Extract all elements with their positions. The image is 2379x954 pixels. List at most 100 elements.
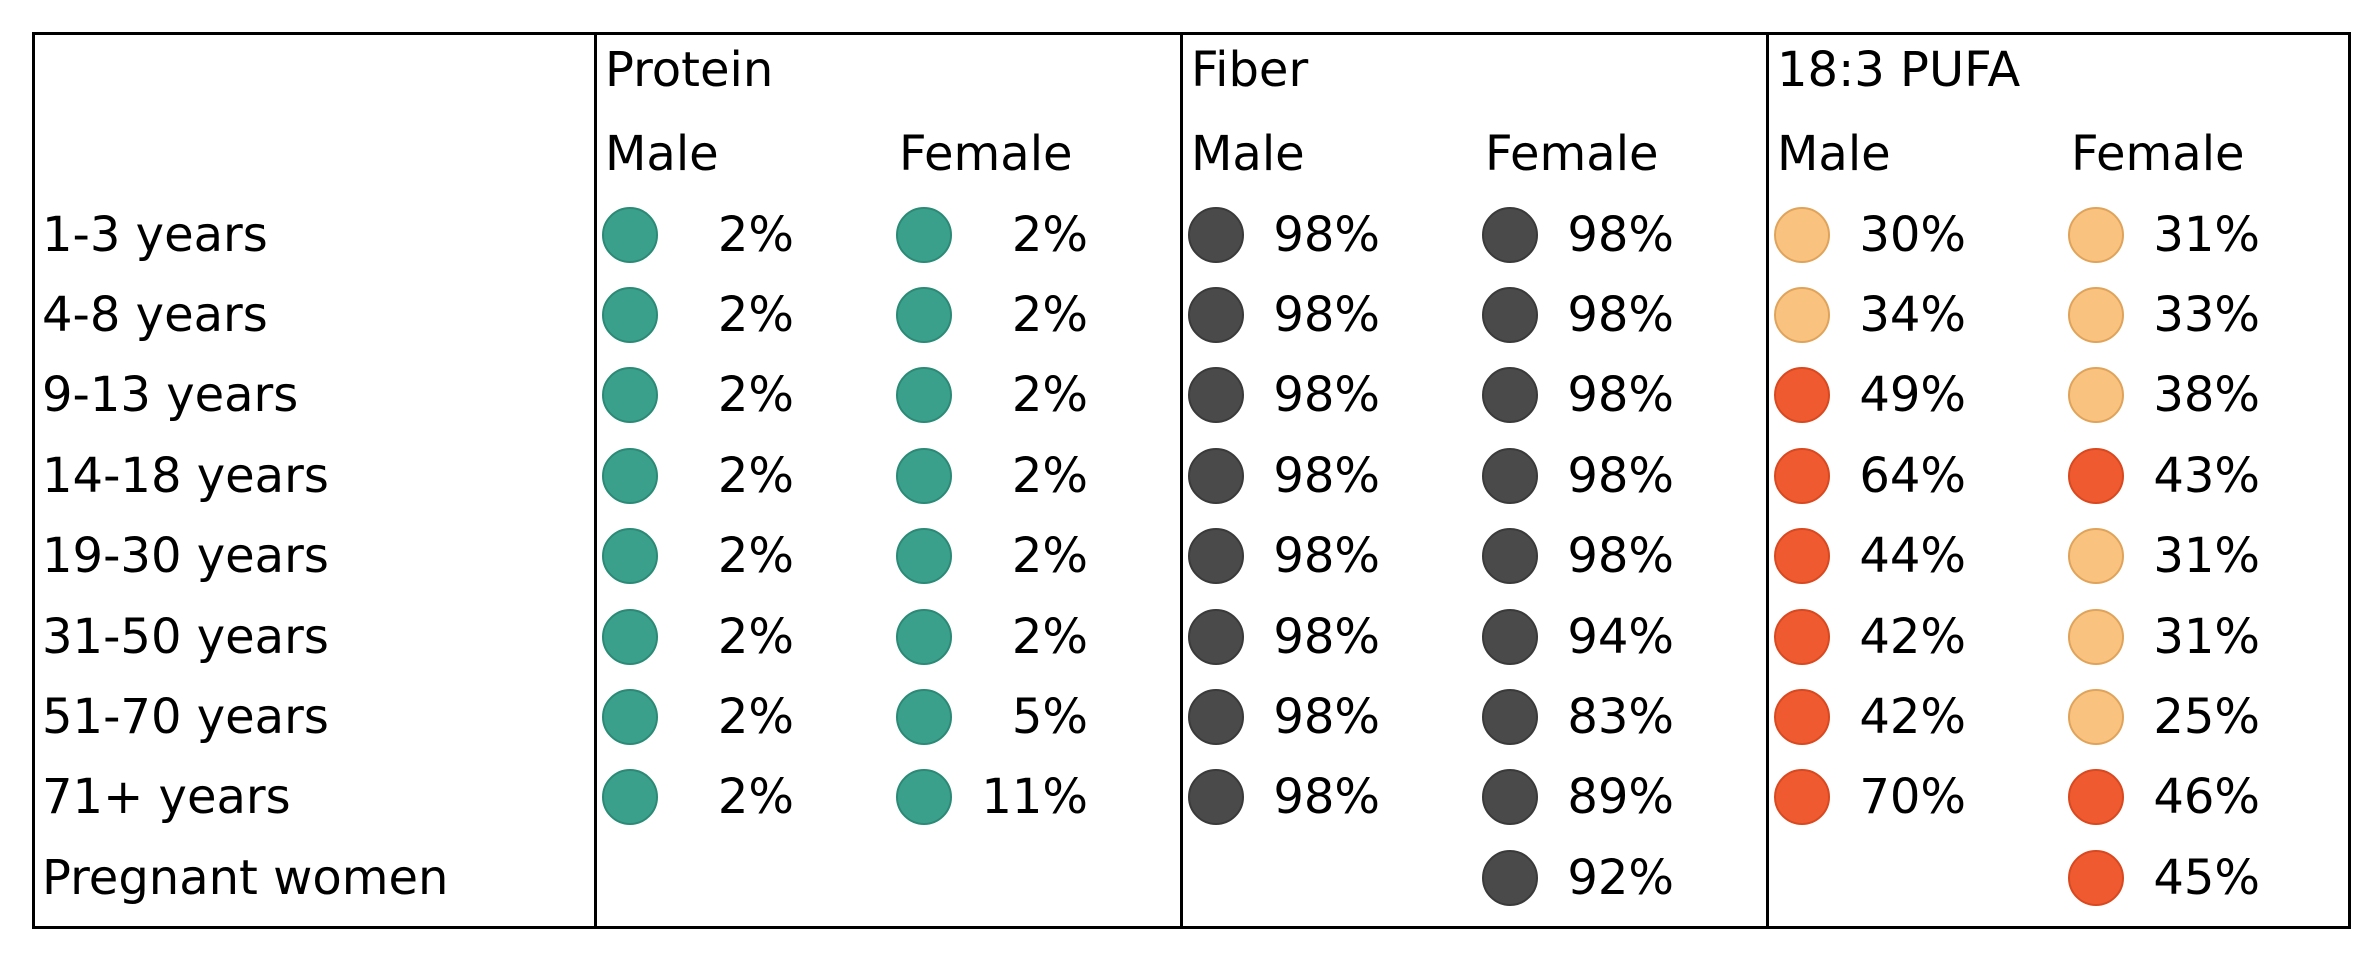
value-cell: 2%	[717, 528, 794, 584]
status-dot-icon	[896, 207, 952, 263]
status-dot-icon	[1774, 448, 1830, 504]
value-cell: 42%	[1859, 689, 1966, 745]
column-divider	[1766, 32, 1769, 929]
status-dot-icon	[2068, 689, 2124, 745]
group-title-pufa: 18:3 PUFA	[1777, 42, 2021, 98]
value-cell: 98%	[1567, 367, 1674, 423]
value-cell: 44%	[1859, 528, 1966, 584]
value-cell: 98%	[1273, 207, 1380, 263]
column-divider	[594, 32, 597, 929]
status-dot-icon	[1774, 689, 1830, 745]
status-dot-icon	[1482, 769, 1538, 825]
value-cell: 33%	[2153, 287, 2260, 343]
value-cell: 70%	[1859, 769, 1966, 825]
status-dot-icon	[1188, 689, 1244, 745]
value-cell: 98%	[1273, 448, 1380, 504]
group-title-fiber: Fiber	[1191, 42, 1309, 98]
value-cell: 25%	[2153, 689, 2260, 745]
header-fiber-female: Female	[1485, 126, 1659, 182]
value-cell: 98%	[1567, 287, 1674, 343]
status-dot-icon	[602, 689, 658, 745]
header-pufa-male: Male	[1777, 126, 1891, 182]
status-dot-icon	[1482, 207, 1538, 263]
status-dot-icon	[1188, 769, 1244, 825]
status-dot-icon	[2068, 448, 2124, 504]
status-dot-icon	[1482, 528, 1538, 584]
status-dot-icon	[896, 448, 952, 504]
value-cell: 31%	[2153, 528, 2260, 584]
status-dot-icon	[2068, 367, 2124, 423]
value-cell: 98%	[1273, 769, 1380, 825]
value-cell: 98%	[1273, 609, 1380, 665]
header-pufa-female: Female	[2071, 126, 2245, 182]
value-cell: 49%	[1859, 367, 1966, 423]
value-cell: 34%	[1859, 287, 1966, 343]
row-label: Pregnant women	[42, 850, 449, 906]
value-cell: 2%	[717, 207, 794, 263]
value-cell: 2%	[717, 609, 794, 665]
status-dot-icon	[1774, 207, 1830, 263]
status-dot-icon	[1482, 367, 1538, 423]
status-dot-icon	[1188, 207, 1244, 263]
status-dot-icon	[2068, 850, 2124, 906]
status-dot-icon	[1482, 609, 1538, 665]
value-cell: 98%	[1273, 287, 1380, 343]
status-dot-icon	[896, 367, 952, 423]
status-dot-icon	[602, 448, 658, 504]
status-dot-icon	[1188, 609, 1244, 665]
value-cell: 98%	[1273, 689, 1380, 745]
value-cell: 43%	[2153, 448, 2260, 504]
value-cell: 92%	[1567, 850, 1674, 906]
value-cell: 2%	[1011, 367, 1088, 423]
value-cell: 31%	[2153, 609, 2260, 665]
status-dot-icon	[602, 367, 658, 423]
status-dot-icon	[602, 609, 658, 665]
value-cell: 98%	[1567, 207, 1674, 263]
value-cell: 2%	[1011, 528, 1088, 584]
value-cell: 31%	[2153, 207, 2260, 263]
row-label: 19-30 years	[42, 528, 329, 584]
value-cell: 45%	[2153, 850, 2260, 906]
row-label: 71+ years	[42, 769, 291, 825]
status-dot-icon	[1188, 528, 1244, 584]
value-cell: 2%	[717, 448, 794, 504]
status-dot-icon	[1482, 448, 1538, 504]
row-label: 1-3 years	[42, 207, 268, 263]
status-dot-icon	[1482, 689, 1538, 745]
value-cell: 2%	[717, 367, 794, 423]
status-dot-icon	[2068, 287, 2124, 343]
value-cell: 98%	[1567, 448, 1674, 504]
value-cell: 98%	[1273, 367, 1380, 423]
nutrient-table	[32, 32, 2351, 929]
status-dot-icon	[1774, 287, 1830, 343]
status-dot-icon	[1482, 287, 1538, 343]
status-dot-icon	[602, 769, 658, 825]
status-dot-icon	[2068, 207, 2124, 263]
status-dot-icon	[1482, 850, 1538, 906]
header-protein-male: Male	[605, 126, 719, 182]
status-dot-icon	[896, 769, 952, 825]
value-cell: 38%	[2153, 367, 2260, 423]
value-cell: 46%	[2153, 769, 2260, 825]
value-cell: 89%	[1567, 769, 1674, 825]
status-dot-icon	[2068, 609, 2124, 665]
status-dot-icon	[896, 528, 952, 584]
value-cell: 2%	[1011, 609, 1088, 665]
status-dot-icon	[602, 207, 658, 263]
column-divider	[1180, 32, 1183, 929]
status-dot-icon	[602, 528, 658, 584]
status-dot-icon	[1774, 528, 1830, 584]
status-dot-icon	[1774, 609, 1830, 665]
value-cell: 5%	[1011, 689, 1088, 745]
value-cell: 2%	[717, 689, 794, 745]
value-cell: 98%	[1567, 528, 1674, 584]
status-dot-icon	[1188, 287, 1244, 343]
value-cell: 11%	[981, 769, 1088, 825]
row-label: 4-8 years	[42, 287, 268, 343]
status-dot-icon	[896, 287, 952, 343]
value-cell: 2%	[1011, 207, 1088, 263]
value-cell: 2%	[1011, 287, 1088, 343]
value-cell: 94%	[1567, 609, 1674, 665]
status-dot-icon	[896, 609, 952, 665]
status-dot-icon	[1774, 769, 1830, 825]
